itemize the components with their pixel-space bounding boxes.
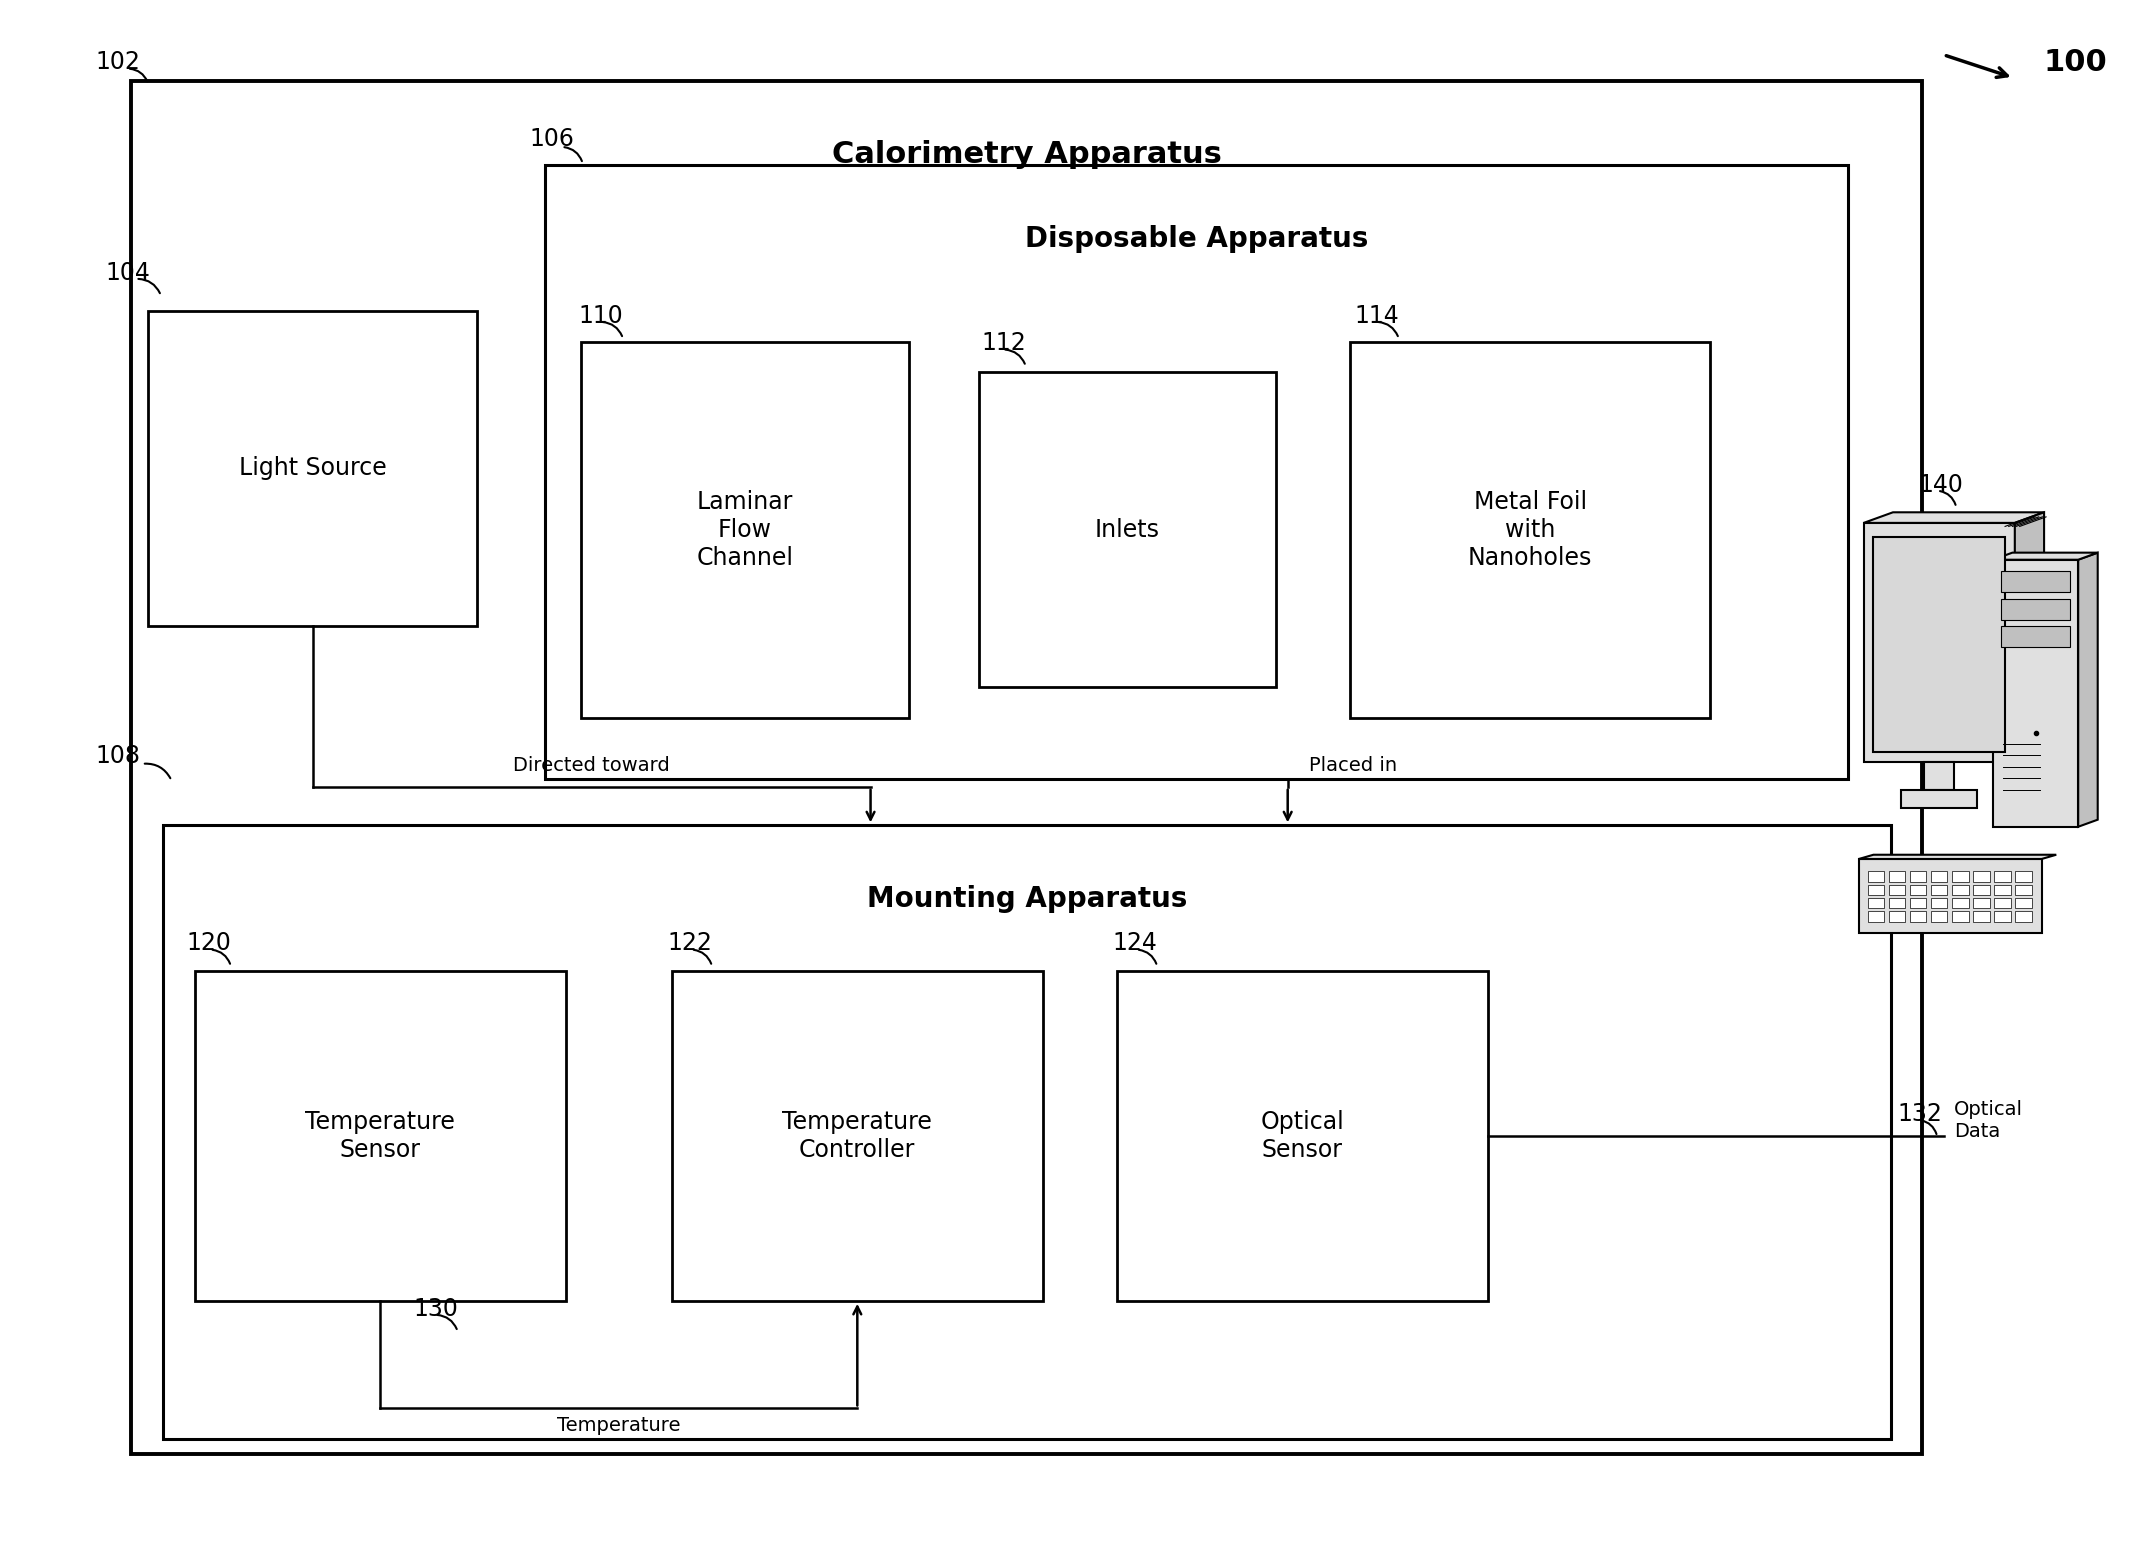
Text: Mounting Apparatus: Mounting Apparatus	[867, 884, 1188, 913]
Text: 114: 114	[1354, 304, 1399, 327]
Text: 112: 112	[981, 332, 1026, 355]
Text: 140: 140	[1918, 472, 1963, 497]
Bar	[2016, 898, 2031, 909]
Text: 124: 124	[1113, 932, 1158, 955]
Bar	[979, 372, 1275, 687]
Text: 104: 104	[106, 261, 151, 285]
Bar	[2001, 626, 2069, 647]
Bar	[1118, 971, 1488, 1301]
Text: 106: 106	[530, 127, 575, 151]
Bar	[1995, 912, 2010, 921]
Bar	[149, 312, 477, 626]
Text: Temperature: Temperature	[558, 1416, 681, 1435]
Bar	[1867, 884, 1884, 895]
Text: 102: 102	[96, 51, 141, 74]
Text: 108: 108	[96, 744, 141, 768]
Bar	[1859, 859, 2042, 932]
Text: 132: 132	[1897, 1102, 1942, 1126]
Bar	[673, 971, 1043, 1301]
Text: Optical
Sensor: Optical Sensor	[1260, 1109, 1343, 1162]
Bar	[1995, 884, 2010, 895]
Bar	[1888, 898, 1905, 909]
Bar	[1888, 884, 1905, 895]
Bar	[1910, 872, 1927, 881]
Polygon shape	[2014, 512, 2044, 762]
Bar	[581, 343, 909, 717]
Bar	[1995, 898, 2010, 909]
Bar	[1867, 898, 1884, 909]
Bar	[1931, 912, 1948, 921]
Text: Metal Foil
with
Nanoholes: Metal Foil with Nanoholes	[1469, 491, 1592, 569]
Text: Laminar
Flow
Channel: Laminar Flow Channel	[696, 491, 794, 569]
Polygon shape	[2078, 552, 2097, 827]
Bar	[1910, 912, 1927, 921]
Bar	[132, 80, 1922, 1455]
Bar	[1874, 537, 2006, 751]
Polygon shape	[1863, 512, 2044, 523]
Bar	[1350, 343, 1710, 717]
Bar	[1974, 872, 1988, 881]
Bar	[164, 826, 1891, 1440]
Text: Optical
Data: Optical Data	[1954, 1100, 2023, 1142]
Bar	[1888, 872, 1905, 881]
Text: 122: 122	[669, 932, 713, 955]
Bar	[1974, 898, 1988, 909]
Bar	[2016, 884, 2031, 895]
Bar	[2001, 571, 2069, 593]
Bar	[1901, 790, 1978, 809]
Bar	[1867, 912, 1884, 921]
Bar	[1888, 912, 1905, 921]
Bar	[1931, 872, 1948, 881]
Text: Directed toward: Directed toward	[513, 756, 671, 775]
Bar	[196, 971, 566, 1301]
Bar	[2016, 872, 2031, 881]
Polygon shape	[1993, 552, 2097, 560]
Bar	[1995, 872, 2010, 881]
Text: 120: 120	[187, 932, 232, 955]
Text: Inlets: Inlets	[1094, 518, 1160, 542]
Bar	[1952, 898, 1969, 909]
Text: Calorimetry Apparatus: Calorimetry Apparatus	[832, 140, 1222, 170]
Bar	[1952, 884, 1969, 895]
Text: Temperature
Sensor: Temperature Sensor	[304, 1109, 456, 1162]
Text: Disposable Apparatus: Disposable Apparatus	[1024, 225, 1369, 253]
Bar	[2016, 912, 2031, 921]
Bar	[1931, 898, 1948, 909]
Text: 130: 130	[413, 1296, 458, 1321]
Bar	[1925, 762, 1954, 790]
Bar	[545, 165, 1848, 779]
Bar	[1910, 884, 1927, 895]
Polygon shape	[1859, 855, 2057, 859]
Bar	[1974, 884, 1988, 895]
Bar	[1867, 872, 1884, 881]
Bar	[1863, 523, 2014, 762]
Bar	[1910, 898, 1927, 909]
Bar	[1952, 872, 1969, 881]
Bar	[1952, 912, 1969, 921]
Text: Placed in: Placed in	[1309, 756, 1397, 775]
Text: Temperature
Controller: Temperature Controller	[781, 1109, 933, 1162]
Bar	[1993, 560, 2078, 827]
Text: 110: 110	[579, 304, 624, 327]
Bar	[1931, 884, 1948, 895]
Text: Light Source: Light Source	[238, 457, 387, 480]
Bar	[2001, 599, 2069, 620]
Bar	[1974, 912, 1988, 921]
Text: 100: 100	[2044, 48, 2108, 77]
